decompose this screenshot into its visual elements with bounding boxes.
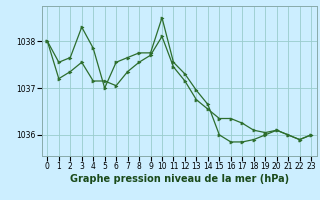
X-axis label: Graphe pression niveau de la mer (hPa): Graphe pression niveau de la mer (hPa) [70,174,289,184]
